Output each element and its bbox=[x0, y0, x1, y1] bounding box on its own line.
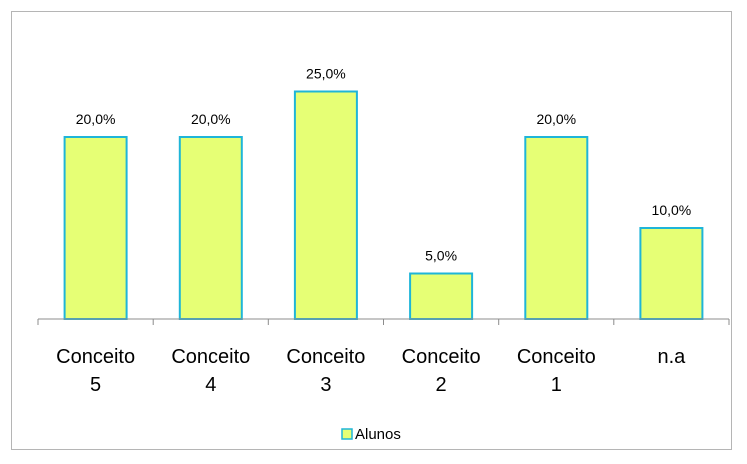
category-label-3-line-1: 2 bbox=[436, 374, 447, 396]
category-label-3-line-0: Conceito bbox=[402, 346, 481, 368]
category-label-0-line-1: 5 bbox=[90, 374, 101, 396]
category-label-2-line-0: Conceito bbox=[286, 346, 365, 368]
category-label-5: n.a bbox=[657, 346, 686, 368]
data-label-0: 20,0% bbox=[76, 111, 116, 127]
category-label-0-line-0: Conceito bbox=[56, 346, 135, 368]
category-label-2-line-1: 3 bbox=[320, 374, 331, 396]
legend-swatch bbox=[341, 428, 353, 440]
bar-chart: 20,0% 20,0% 25,0% 5,0% 20,0% 10,0% Conceito 5 C… bbox=[37, 66, 730, 443]
category-label-4-line-0: Conceito bbox=[517, 346, 596, 368]
bar-0 bbox=[63, 136, 128, 320]
bar-3 bbox=[409, 272, 474, 320]
bar-2 bbox=[293, 90, 358, 320]
data-label-4: 20,0% bbox=[536, 111, 576, 127]
legend-label: Alunos bbox=[355, 426, 401, 443]
data-label-3: 5,0% bbox=[425, 248, 457, 264]
chart-frame: 20,0% 20,0% 25,0% 5,0% 20,0% 10,0% Conceito 5 C… bbox=[11, 11, 732, 450]
bar-4 bbox=[524, 136, 589, 320]
data-label-5: 10,0% bbox=[652, 202, 692, 218]
data-label-2: 25,0% bbox=[306, 66, 346, 82]
category-label-1-line-1: 4 bbox=[205, 374, 216, 396]
bar-5 bbox=[639, 227, 704, 320]
category-label-1-line-0: Conceito bbox=[171, 346, 250, 368]
bar-1 bbox=[178, 136, 243, 320]
category-label-4-line-1: 1 bbox=[551, 374, 562, 396]
data-label-1: 20,0% bbox=[191, 111, 231, 127]
